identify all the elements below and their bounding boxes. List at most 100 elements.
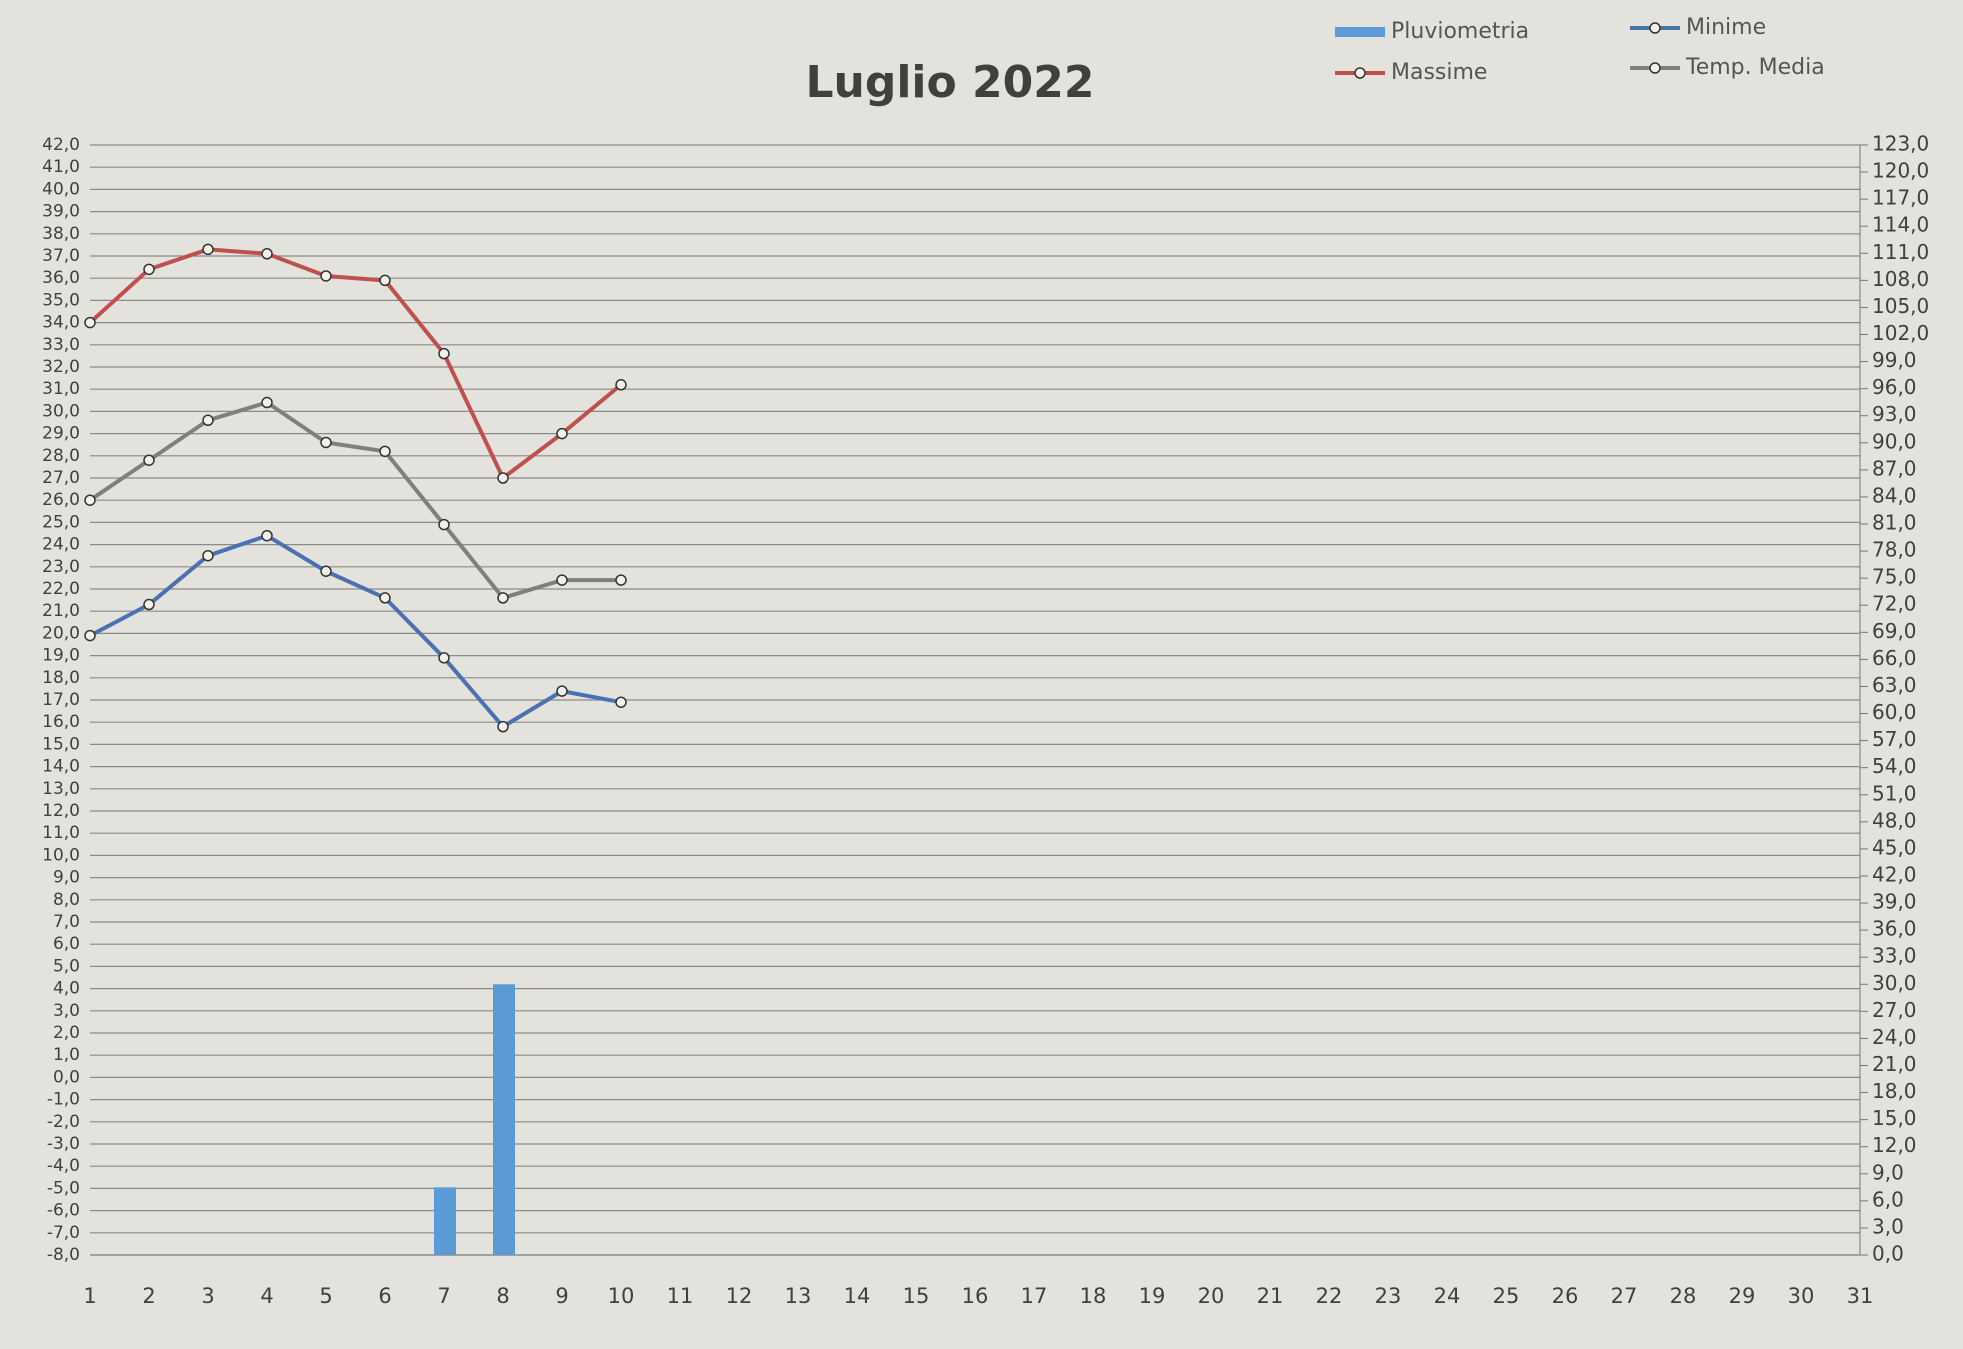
y-tick-label: 19,0 [42, 646, 80, 666]
x-tick-label: 6 [378, 1284, 391, 1308]
x-tick-label: 15 [903, 1284, 930, 1308]
marker [379, 445, 391, 458]
y2-tick-label: 96,0 [1872, 375, 1917, 399]
x-tick-label: 8 [496, 1284, 509, 1308]
y2-tick-label: 120,0 [1872, 159, 1929, 183]
marker [379, 274, 391, 287]
y2-tick-label: 6,0 [1872, 1187, 1904, 1211]
line [88, 247, 623, 480]
x-tick-label: 2 [142, 1284, 155, 1308]
y-tick-label: 18,0 [42, 668, 80, 688]
x-tick-label: 24 [1434, 1284, 1461, 1308]
y2-tick-label: 24,0 [1872, 1025, 1917, 1049]
x-tick-label: 7 [437, 1284, 450, 1308]
x-tick-label: 19 [1139, 1284, 1166, 1308]
marker [261, 529, 273, 542]
y-tick-label: 3,0 [53, 1001, 80, 1021]
y-tick-label: 12,0 [42, 801, 80, 821]
y2-tick-label: 114,0 [1872, 213, 1929, 237]
y2-tick-label: 90,0 [1872, 429, 1917, 453]
y-tick-label: 10,0 [42, 845, 80, 865]
y-tick-label: 28,0 [42, 446, 80, 466]
y-tick-label: 26,0 [42, 490, 80, 510]
x-tick-label: 9 [555, 1284, 568, 1308]
legend-label: Minime [1686, 15, 1766, 40]
y-tick-label: 0,0 [53, 1067, 80, 1087]
x-tick-label: 12 [726, 1284, 753, 1308]
y2-tick-label: 54,0 [1872, 754, 1917, 778]
chart-title: Luglio 2022 [805, 57, 1094, 108]
y-tick-label: 36,0 [42, 268, 80, 288]
y2-tick-label: 93,0 [1872, 402, 1917, 426]
y-tick-label: 16,0 [42, 712, 80, 732]
y2-tick-label: 75,0 [1872, 565, 1917, 589]
y2-tick-label: 42,0 [1872, 862, 1917, 886]
y2-tick-label: 48,0 [1872, 808, 1917, 832]
marker [438, 518, 450, 531]
y-tick-label: 29,0 [42, 424, 80, 444]
marker [497, 592, 509, 604]
y-tick-label: -6,0 [47, 1201, 80, 1221]
y2-tick-label: 30,0 [1872, 971, 1917, 995]
y2-tick-label: 57,0 [1872, 727, 1917, 751]
y2-tick-label: 0,0 [1872, 1242, 1904, 1266]
marker [615, 696, 627, 708]
y2-tick-label: 105,0 [1872, 294, 1929, 318]
y2-tick-label: 72,0 [1872, 592, 1917, 616]
y-tick-label: 7,0 [53, 912, 80, 932]
y-tick-label: 37,0 [42, 246, 80, 266]
y-tick-label: 31,0 [42, 379, 80, 399]
marker [556, 427, 568, 440]
x-tick-label: 30 [1788, 1284, 1815, 1308]
marker [143, 454, 155, 466]
bar [493, 984, 515, 1255]
y-tick-label: 22,0 [42, 579, 80, 599]
legend-marker [1649, 22, 1661, 34]
marker [615, 379, 627, 391]
y-tick-label: -8,0 [47, 1245, 80, 1265]
y2-tick-label: 36,0 [1872, 917, 1917, 941]
y-tick-label: 4,0 [53, 979, 80, 999]
y-tick-label: 34,0 [42, 313, 80, 333]
x-tick-label: 11 [667, 1284, 694, 1308]
y-tick-label: 25,0 [42, 512, 80, 532]
y-tick-label: 11,0 [42, 823, 80, 843]
y2-tick-label: 102,0 [1872, 321, 1929, 345]
x-tick-label: 23 [1375, 1284, 1402, 1308]
y-tick-label: 8,0 [53, 890, 80, 910]
x-tick-label: 13 [785, 1284, 812, 1308]
x-tick-label: 28 [1670, 1284, 1697, 1308]
x-tick-label: 29 [1729, 1284, 1756, 1308]
y2-tick-label: 18,0 [1872, 1079, 1917, 1103]
y-tick-label: 2,0 [53, 1023, 80, 1043]
x-tick-label: 31 [1847, 1284, 1874, 1308]
y-tick-label: -1,0 [47, 1090, 80, 1110]
y-tick-label: 27,0 [42, 468, 80, 488]
y-tick-label: 33,0 [42, 335, 80, 355]
y2-tick-label: 78,0 [1872, 538, 1917, 562]
y2-tick-label: 3,0 [1872, 1214, 1904, 1238]
marker [497, 720, 509, 733]
marker [556, 574, 568, 586]
y2-tick-label: 15,0 [1872, 1106, 1917, 1130]
y2-tick-label: 87,0 [1872, 456, 1917, 480]
x-tick-label: 16 [962, 1284, 989, 1308]
x-tick-label: 17 [1021, 1284, 1048, 1308]
y-tick-label: 15,0 [42, 734, 80, 754]
y-tick-label: 32,0 [42, 357, 80, 377]
legend-label: Massime [1391, 60, 1487, 85]
y-tick-label: 6,0 [53, 934, 80, 954]
y-tick-label: 41,0 [42, 157, 80, 177]
legend-label: Temp. Media [1685, 55, 1825, 80]
y2-tick-label: 45,0 [1872, 835, 1917, 859]
marker [143, 263, 155, 276]
marker [320, 270, 332, 282]
y2-tick-label: 99,0 [1872, 348, 1917, 372]
x-tick-label: 1 [83, 1284, 96, 1308]
x-tick-label: 14 [844, 1284, 871, 1308]
x-tick-label: 10 [608, 1284, 635, 1308]
y-tick-label: -2,0 [47, 1112, 80, 1132]
marker [143, 598, 155, 611]
